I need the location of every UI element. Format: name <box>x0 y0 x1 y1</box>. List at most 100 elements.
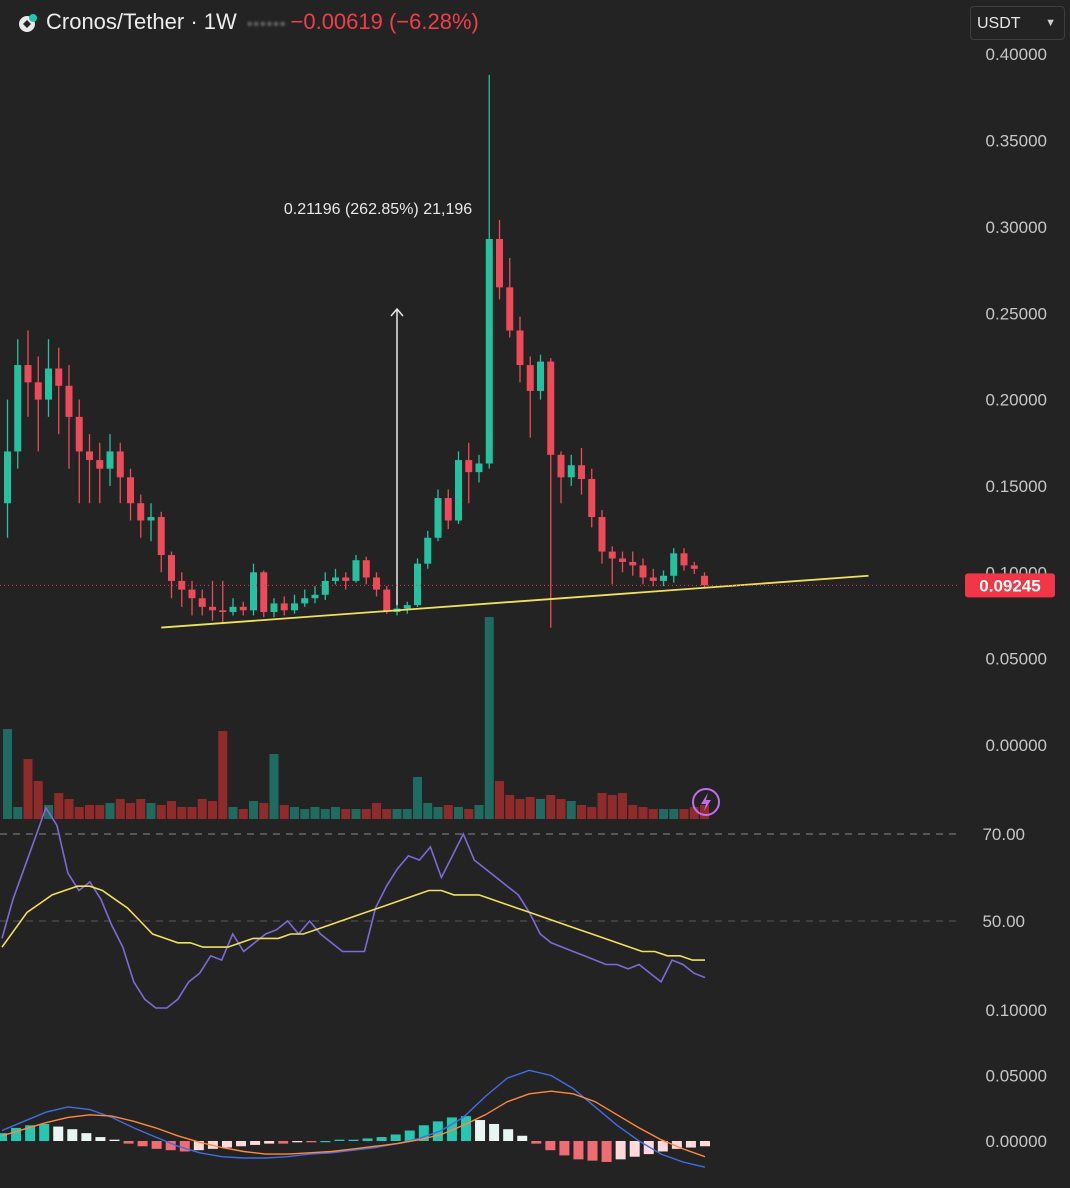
price-axis: 0.40000 0.35000 0.30000 0.25000 0.20000 0.150… <box>986 45 1047 755</box>
candle-body <box>403 605 411 609</box>
quote-currency-select[interactable]: USDT ▼ <box>970 6 1065 40</box>
macd-histogram-bar <box>250 1141 261 1145</box>
volume-bar <box>249 801 258 819</box>
candle-body <box>137 503 145 521</box>
volume-bar <box>3 729 12 819</box>
macd-histogram-bar <box>559 1141 570 1156</box>
volume-bar <box>659 809 668 819</box>
volume-bar <box>197 799 207 819</box>
candle-body <box>373 577 380 590</box>
candle-body <box>475 463 483 473</box>
volume-bar <box>238 809 248 819</box>
macd-histogram-bar <box>109 1139 120 1141</box>
volume-bar <box>392 809 402 819</box>
candle-body <box>455 460 462 521</box>
last-price-marker: 0.09245 <box>0 573 1055 598</box>
candle-body <box>55 368 63 386</box>
macd-axis-tick: 0.05000 <box>986 1067 1047 1086</box>
macd-histogram-bar <box>67 1129 78 1141</box>
rsi-pane: 70.00 50.00 <box>0 806 1025 1009</box>
macd-histogram-bar <box>81 1133 92 1141</box>
candle-body <box>598 517 606 552</box>
candle-body <box>629 561 637 566</box>
chevron-down-icon: ▼ <box>1045 17 1056 29</box>
macd-axis-tick: 0.00000 <box>986 1132 1047 1151</box>
volume-bar <box>597 793 607 819</box>
candle-body <box>198 598 206 607</box>
volume-bar <box>484 617 494 819</box>
volume-bar <box>259 803 269 819</box>
rsi-ma-line <box>1 885 705 961</box>
macd-histogram-bar <box>11 1127 22 1141</box>
macd-line <box>1 1069 706 1168</box>
macd-histogram-bar <box>657 1141 668 1152</box>
macd-histogram-bar <box>615 1141 626 1160</box>
volume-bar <box>177 807 187 819</box>
measure-arrow-head <box>390 307 404 317</box>
macd-histogram-bar <box>573 1141 584 1160</box>
volume-bar <box>679 809 689 819</box>
price-axis-tick: 0.00000 <box>986 736 1047 755</box>
interval-label[interactable]: 1W <box>203 9 237 34</box>
symbol-name: Cronos/Tether <box>46 9 185 34</box>
candle-body <box>578 465 585 480</box>
measure-tool[interactable]: 0.21196 (262.85%) 21,196 <box>284 201 472 606</box>
volume-bar <box>341 809 351 819</box>
volume-bar <box>505 795 515 819</box>
volume-bar <box>13 807 23 819</box>
candle-body <box>280 603 288 611</box>
candle-body <box>260 572 268 613</box>
price-axis-tick: 0.05000 <box>986 650 1047 669</box>
candle-body <box>45 368 52 400</box>
macd-histogram-bar <box>306 1141 317 1143</box>
volume-bar <box>54 793 64 819</box>
candle-body <box>649 577 657 581</box>
candle-body <box>608 551 616 559</box>
candle-body <box>424 537 432 564</box>
candle-body <box>434 498 442 538</box>
lightning-icon[interactable] <box>692 788 720 816</box>
volume-bar <box>474 805 484 819</box>
candle-body <box>619 558 626 562</box>
volume-bar <box>607 795 617 819</box>
macd-histogram-bar <box>587 1141 598 1161</box>
volume-bar <box>402 809 412 819</box>
candle-body <box>383 589 391 613</box>
macd-histogram-bar <box>137 1141 148 1147</box>
volume-bar <box>64 799 74 819</box>
volume-bar <box>546 795 556 819</box>
macd-histogram-bar <box>165 1141 176 1151</box>
candle-body <box>537 361 544 391</box>
blurred-ohlc: •••••• <box>246 16 287 33</box>
candle-body <box>24 365 32 383</box>
measure-label: 0.21196 (262.85%) 21,196 <box>284 201 472 218</box>
price-change: −0.00619 (−6.28%) <box>290 9 479 34</box>
symbol-title[interactable]: Cronos/Tether · 1W •••••• −0.00619 (−6.28… <box>46 9 479 35</box>
candlesticks <box>4 74 708 628</box>
macd-histogram-bar <box>503 1129 514 1141</box>
macd-histogram-bar <box>193 1141 204 1151</box>
macd-histogram-bar <box>545 1141 556 1151</box>
volume-bar <box>23 759 33 819</box>
volume-bar <box>33 781 43 819</box>
macd-histogram-bar <box>629 1141 640 1157</box>
candle-body <box>14 365 22 452</box>
macd-histogram-bar <box>700 1141 710 1147</box>
candle-body <box>496 238 503 288</box>
volume-bars <box>3 617 709 819</box>
candle-body <box>178 580 186 590</box>
volume-bar <box>320 809 330 819</box>
volume-bar <box>105 803 115 819</box>
candle-body <box>209 606 216 611</box>
candle-body <box>352 560 360 581</box>
macd-histogram-bar <box>236 1141 247 1147</box>
trendline[interactable] <box>161 574 869 629</box>
candle-body <box>96 460 104 469</box>
candle-body <box>670 553 678 576</box>
macd-histogram-bar <box>362 1138 373 1141</box>
macd-histogram-bar <box>348 1139 359 1141</box>
price-axis-tick: 0.25000 <box>986 304 1047 323</box>
macd-histogram-bar <box>446 1117 457 1141</box>
macd-signal-line <box>1 1090 706 1158</box>
